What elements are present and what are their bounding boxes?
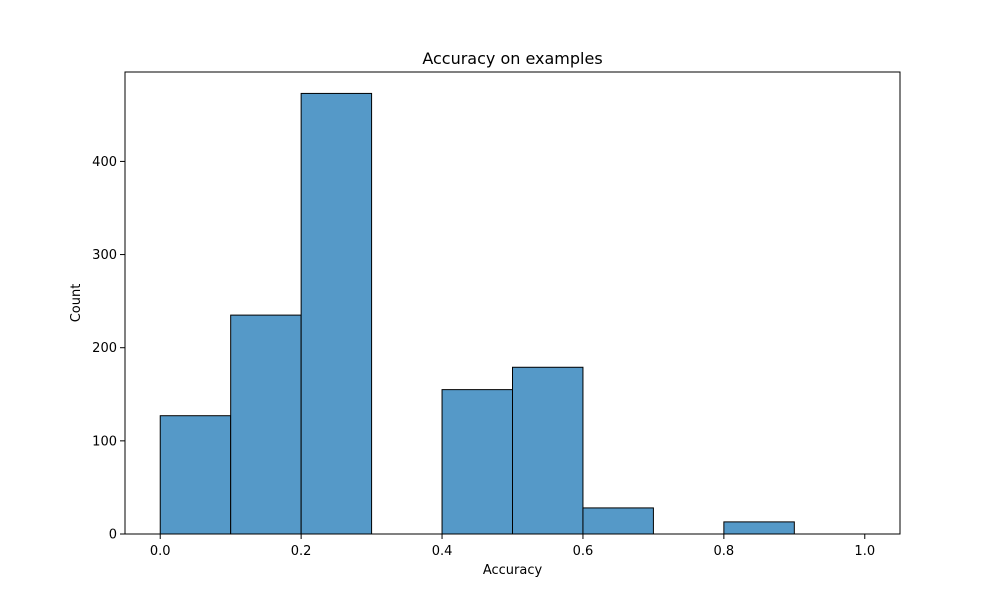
y-axis-ticks: 0 100 200 300 400 [92, 155, 125, 543]
x-axis-label: Accuracy [483, 563, 543, 578]
x-tick-label-4: 0.8 [714, 544, 735, 559]
y-tick-label-2: 200 [92, 341, 117, 356]
plot-frame [124, 71, 901, 535]
y-tick-label-3: 300 [92, 248, 117, 263]
y-tick-label-1: 100 [92, 434, 117, 449]
histogram-bar-0 [159, 415, 232, 535]
histogram-bar-8 [723, 521, 795, 535]
chart-title: Accuracy on examples [422, 49, 602, 68]
x-tick-label-5: 1.0 [854, 544, 875, 559]
y-axis-label: Count [69, 284, 84, 323]
y-tick-label-0: 0 [109, 528, 117, 543]
histogram-bar-6 [582, 507, 654, 535]
x-tick-label-2: 0.4 [432, 544, 453, 559]
x-tick-label-3: 0.6 [573, 544, 594, 559]
x-axis-ticks: 0.0 0.2 0.4 0.6 0.8 1.0 [150, 534, 875, 559]
histogram-bar-2 [300, 92, 373, 535]
x-tick-label-1: 0.2 [291, 544, 312, 559]
bars-group [159, 92, 795, 535]
histogram-bar-5 [512, 366, 584, 535]
histogram-bar-4 [441, 389, 513, 535]
histogram-bar-1 [230, 314, 302, 535]
x-tick-label-0: 0.0 [150, 544, 171, 559]
y-tick-label-4: 400 [92, 155, 117, 170]
